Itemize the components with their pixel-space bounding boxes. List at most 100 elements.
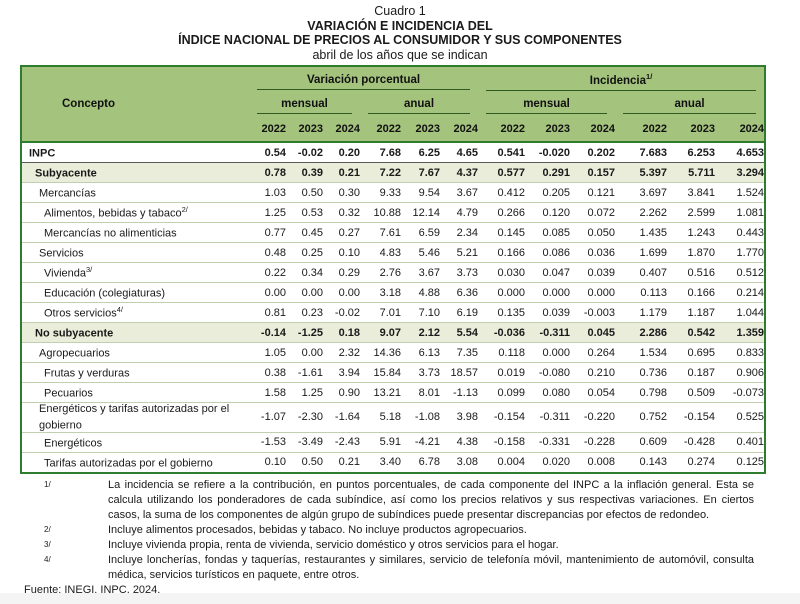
cell-incidencia-anual-2022: 1.534: [615, 342, 668, 363]
cell-incidencia-mensual-2024: 0.121: [570, 182, 616, 203]
group-incidencia-label: Incidencia: [589, 74, 647, 87]
table-row: Subyacente 0.78 0.39 0.21 7.22 7.67 4.37…: [21, 162, 766, 183]
cell-incidencia-anual-2022: 0.798: [615, 382, 668, 403]
cell-variacion-mensual-2023: 1.25: [286, 382, 323, 403]
cell-variacion-mensual-2024: 0.27: [323, 222, 360, 243]
cell-incidencia-anual-2022: 0.113: [615, 282, 668, 303]
cell-incidencia-anual-2024: 0.443: [715, 222, 766, 243]
cell-incidencia-mensual-2024: 0.054: [570, 382, 616, 403]
table-row: Vivienda3/ 0.22 0.34 0.29 2.76 3.67 3.73…: [21, 262, 766, 283]
cell-incidencia-anual-2022: 2.286: [615, 322, 668, 343]
cell-variacion-anual-2022: 7.22: [360, 162, 401, 183]
table-row: Otros servicios4/ 0.81 0.23 -0.02 7.01 7…: [21, 302, 766, 323]
cell-incidencia-anual-2024: 0.214: [715, 282, 766, 303]
cell-incidencia-anual-2023: 6.253: [667, 142, 716, 163]
cell-incidencia-mensual-2024: 0.036: [570, 242, 616, 263]
cell-variacion-mensual-2024: 0.32: [323, 202, 360, 223]
cell-incidencia-mensual-2022: 0.412: [478, 182, 526, 203]
footnote-marker: 1/: [44, 479, 51, 489]
source-line: Fuente: INEGI. INPC, 2024.: [24, 583, 161, 596]
row-label: Otros servicios4/: [21, 302, 249, 323]
year-header: 2024: [715, 116, 766, 142]
cell-incidencia-mensual-2022: 0.118: [478, 342, 526, 363]
footnote: 3/ Incluye vivienda propia, renta de viv…: [20, 538, 764, 553]
cell-variacion-mensual-2022: -1.07: [249, 402, 286, 433]
cell-variacion-anual-2023: 5.46: [401, 242, 440, 263]
cell-incidencia-anual-2023: 0.516: [667, 262, 716, 283]
cell-incidencia-mensual-2023: 0.086: [525, 242, 571, 263]
cell-incidencia-anual-2022: 0.736: [615, 362, 668, 383]
cell-variacion-anual-2022: 10.88: [360, 202, 401, 223]
cell-variacion-anual-2022: 14.36: [360, 342, 401, 363]
cell-incidencia-anual-2024: 3.294: [715, 162, 766, 183]
cell-incidencia-anual-2023: 0.509: [667, 382, 716, 403]
footnote: 1/ La incidencia se refiere a la contrib…: [20, 478, 764, 523]
cell-variacion-anual-2023: 3.73: [401, 362, 440, 383]
cell-variacion-mensual-2024: 0.21: [323, 452, 360, 473]
row-label: Energéticos y tarifas autorizadas por el…: [21, 402, 249, 433]
row-label: Subyacente: [21, 162, 249, 183]
cell-incidencia-mensual-2024: 0.045: [570, 322, 616, 343]
cell-variacion-anual-2024: 6.36: [440, 282, 479, 303]
incidencia-footnote-ref: 1/: [646, 72, 653, 82]
cell-incidencia-mensual-2024: 0.039: [570, 262, 616, 283]
cell-incidencia-anual-2023: 0.187: [667, 362, 716, 383]
cell-variacion-mensual-2023: -3.49: [286, 432, 323, 453]
footnotes: 1/ La incidencia se refiere a la contrib…: [20, 478, 764, 583]
year-header: 2023: [525, 116, 571, 142]
cell-incidencia-anual-2022: 1.699: [615, 242, 668, 263]
cell-incidencia-anual-2023: 5.711: [667, 162, 716, 183]
footnote-marker: 2/: [44, 524, 51, 534]
cell-variacion-anual-2022: 7.61: [360, 222, 401, 243]
cell-variacion-anual-2024: 2.34: [440, 222, 479, 243]
cell-incidencia-mensual-2022: 0.000: [478, 282, 526, 303]
cell-variacion-mensual-2024: 0.00: [323, 282, 360, 303]
cell-variacion-mensual-2023: 0.39: [286, 162, 323, 183]
table-body: INPC 0.54 -0.02 0.20 7.68 6.25 4.65 0.54…: [21, 142, 766, 473]
cell-variacion-anual-2024: 4.37: [440, 162, 479, 183]
cell-variacion-mensual-2024: 3.94: [323, 362, 360, 383]
cell-variacion-anual-2024: -1.13: [440, 382, 479, 403]
cell-incidencia-mensual-2023: -0.311: [525, 322, 571, 343]
cell-incidencia-anual-2024: 0.525: [715, 402, 766, 433]
cell-variacion-anual-2024: 3.73: [440, 262, 479, 283]
cell-incidencia-mensual-2024: 0.210: [570, 362, 616, 383]
cell-variacion-anual-2022: 13.21: [360, 382, 401, 403]
cell-variacion-anual-2024: 4.79: [440, 202, 479, 223]
cell-variacion-anual-2024: 6.19: [440, 302, 479, 323]
cell-variacion-mensual-2022: -0.14: [249, 322, 286, 343]
cell-variacion-mensual-2024: 0.29: [323, 262, 360, 283]
cell-incidencia-mensual-2022: -0.158: [478, 432, 526, 453]
year-header: 2024: [570, 116, 616, 142]
title-block: Cuadro 1 VARIACIÓN E INCIDENCIA DEL ÍNDI…: [28, 4, 772, 62]
cell-incidencia-mensual-2023: 0.080: [525, 382, 571, 403]
table-row: INPC 0.54 -0.02 0.20 7.68 6.25 4.65 0.54…: [21, 142, 766, 163]
cell-variacion-mensual-2024: -2.43: [323, 432, 360, 453]
group-variacion-label: Variación porcentual: [306, 73, 421, 86]
bottom-page-edge: [0, 593, 800, 604]
cell-variacion-anual-2023: 2.12: [401, 322, 440, 343]
cell-variacion-anual-2023: 3.67: [401, 262, 440, 283]
cell-variacion-anual-2023: 8.01: [401, 382, 440, 403]
cell-incidencia-mensual-2022: 0.004: [478, 452, 526, 473]
cell-incidencia-anual-2024: 0.833: [715, 342, 766, 363]
cell-incidencia-mensual-2024: 0.202: [570, 142, 616, 163]
subgroup-variacion-anual: anual: [360, 92, 479, 116]
cell-variacion-mensual-2023: -2.30: [286, 402, 323, 433]
cell-incidencia-anual-2022: 0.143: [615, 452, 668, 473]
cell-variacion-anual-2022: 3.18: [360, 282, 401, 303]
cell-variacion-mensual-2022: 1.25: [249, 202, 286, 223]
cell-variacion-anual-2023: 6.13: [401, 342, 440, 363]
cell-variacion-anual-2024: 4.38: [440, 432, 479, 453]
cell-variacion-mensual-2022: 0.00: [249, 282, 286, 303]
cell-variacion-mensual-2022: 0.48: [249, 242, 286, 263]
cell-variacion-mensual-2024: 0.90: [323, 382, 360, 403]
cell-variacion-anual-2024: 7.35: [440, 342, 479, 363]
cell-variacion-anual-2022: 9.07: [360, 322, 401, 343]
cell-incidencia-anual-2022: 1.435: [615, 222, 668, 243]
cell-incidencia-mensual-2022: 0.030: [478, 262, 526, 283]
cell-variacion-anual-2024: 4.65: [440, 142, 479, 163]
cell-incidencia-mensual-2024: 0.264: [570, 342, 616, 363]
cell-variacion-anual-2023: 6.59: [401, 222, 440, 243]
cell-variacion-mensual-2022: 0.38: [249, 362, 286, 383]
